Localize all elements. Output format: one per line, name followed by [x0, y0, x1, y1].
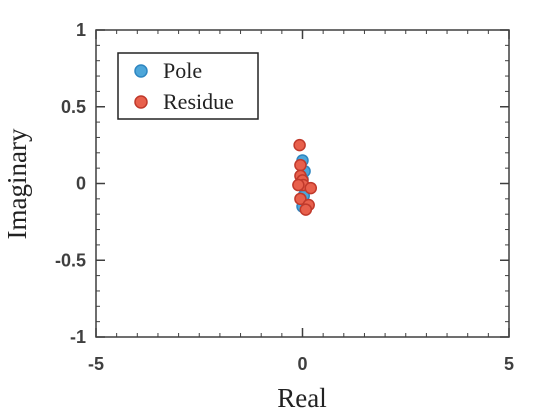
legend: Pole Residue	[118, 53, 258, 119]
legend-label-residue: Residue	[163, 89, 234, 114]
y-axis-label: Imaginary	[2, 128, 32, 239]
x-tick-label: 5	[504, 354, 514, 374]
y-tick-label: 0.5	[61, 97, 86, 117]
legend-label-pole: Pole	[163, 58, 202, 83]
legend-marker-residue	[135, 96, 147, 108]
y-tick-label: 1	[76, 20, 86, 40]
residue-point	[293, 180, 304, 191]
x-axis-label: Real	[277, 383, 326, 413]
x-tick-label: -5	[88, 354, 104, 374]
legend-marker-pole	[135, 65, 147, 77]
y-tick-label: -0.5	[55, 250, 86, 270]
residue-point	[300, 204, 311, 215]
y-tick-label: 0	[76, 174, 86, 194]
x-tick-label: 0	[297, 354, 307, 374]
y-tick-label: -1	[70, 327, 86, 347]
residue-point	[294, 140, 305, 151]
residue-point	[295, 160, 306, 171]
residue-point	[305, 183, 316, 194]
data-points	[293, 140, 316, 215]
